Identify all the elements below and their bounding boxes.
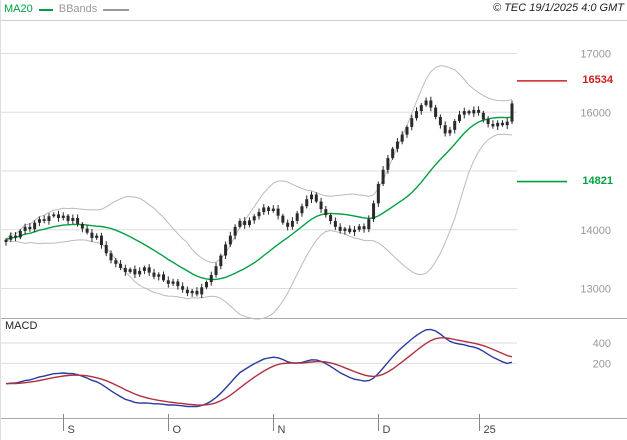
- ma20-line: [5, 116, 513, 281]
- price-axis-label: 17000: [580, 49, 611, 61]
- support-level-label: 14821: [582, 174, 613, 187]
- price-axis-label: 13000: [580, 284, 611, 296]
- month-label: N: [278, 424, 286, 436]
- candlesticks: [4, 96, 514, 299]
- macd-axis-label: 200: [593, 358, 611, 370]
- ma20-legend-dash: [38, 8, 53, 11]
- legend-ma20-label: MA20: [4, 3, 33, 15]
- macd-axis-label: 400: [593, 338, 611, 350]
- month-label: 25: [484, 424, 496, 436]
- macd-signal-line: [5, 337, 513, 406]
- bollinger-lower-band: [5, 133, 513, 320]
- month-label: S: [68, 424, 75, 436]
- month-label: D: [383, 424, 391, 436]
- month-label: O: [173, 424, 182, 436]
- copyright-timestamp: © TEC 19/1/2025 4:0 GMT: [493, 2, 624, 14]
- legend: MA20 BBands: [4, 3, 130, 16]
- price-axis-label: 16000: [580, 107, 611, 119]
- bollinger-upper-band: [5, 65, 513, 264]
- macd-panel-title: MACD: [5, 320, 38, 332]
- macd-line: [5, 328, 513, 408]
- bbands-legend-dash: [103, 8, 130, 11]
- price-axis-label: 14000: [580, 225, 611, 237]
- resistance-level-label: 16534: [582, 73, 613, 86]
- legend-bbands-label: BBands: [58, 3, 98, 15]
